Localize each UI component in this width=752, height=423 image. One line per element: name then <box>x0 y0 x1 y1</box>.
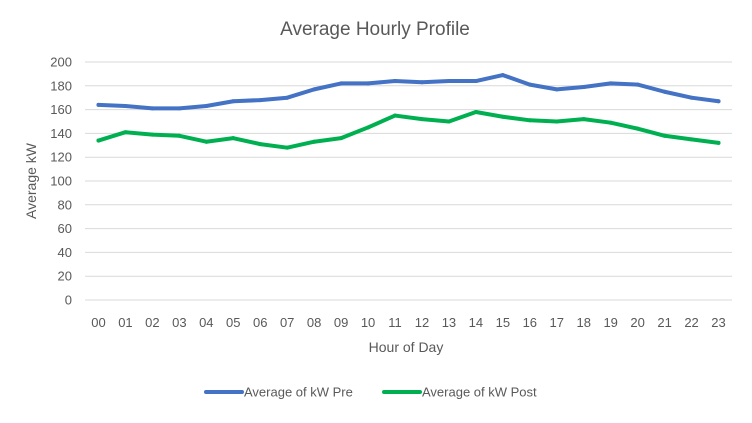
x-tick-label: 01 <box>118 315 132 330</box>
data-point <box>123 130 128 135</box>
data-point <box>285 145 290 150</box>
x-tick-label: 02 <box>145 315 159 330</box>
data-point <box>635 126 640 131</box>
data-point <box>581 117 586 122</box>
data-point <box>366 125 371 130</box>
data-point <box>716 140 721 145</box>
x-tick-label: 21 <box>657 315 671 330</box>
data-point <box>527 118 532 123</box>
chart-title: Average Hourly Profile <box>280 19 470 40</box>
legend-label: Average of kW Pre <box>244 385 353 400</box>
y-axis-ticks: 0 20 40 60 80 100 120 140 160 180 200 <box>50 55 72 308</box>
x-tick-label: 19 <box>603 315 617 330</box>
data-point <box>339 81 344 86</box>
data-point <box>393 113 398 118</box>
x-tick-label: 12 <box>415 315 429 330</box>
data-point <box>150 106 155 111</box>
data-point <box>393 79 398 84</box>
data-point <box>473 109 478 114</box>
x-tick-label: 22 <box>684 315 698 330</box>
x-tick-label: 08 <box>307 315 321 330</box>
data-point <box>339 136 344 141</box>
x-tick-label: 05 <box>226 315 240 330</box>
x-tick-label: 20 <box>630 315 644 330</box>
data-point <box>312 87 317 92</box>
data-point <box>473 79 478 84</box>
data-point <box>716 99 721 104</box>
x-tick-label: 15 <box>496 315 510 330</box>
y-tick-label: 120 <box>50 150 72 165</box>
data-point <box>177 133 182 138</box>
data-point <box>366 81 371 86</box>
y-tick-label: 0 <box>65 293 72 308</box>
y-tick-label: 160 <box>50 102 72 117</box>
data-point <box>608 81 613 86</box>
data-point <box>312 139 317 144</box>
data-point <box>446 119 451 124</box>
data-point <box>689 137 694 142</box>
data-point <box>419 80 424 85</box>
y-tick-label: 40 <box>58 245 72 260</box>
y-axis-label: Average kW <box>23 142 39 219</box>
y-tick-label: 180 <box>50 78 72 93</box>
gridlines <box>85 61 732 301</box>
data-point <box>285 95 290 100</box>
data-point <box>419 117 424 122</box>
x-axis-ticks: 00 01 02 03 04 05 06 07 08 09 10 11 12 13 14 15 16 17 18 19… <box>91 315 726 330</box>
data-point <box>527 82 532 87</box>
series-lines <box>96 73 721 150</box>
data-point <box>608 120 613 125</box>
x-axis-label: Hour of Day <box>369 339 444 355</box>
x-tick-label: 10 <box>361 315 375 330</box>
data-point <box>204 139 209 144</box>
x-tick-label: 07 <box>280 315 294 330</box>
data-point <box>500 114 505 119</box>
data-point <box>554 119 559 124</box>
data-point <box>662 133 667 138</box>
data-point <box>554 87 559 92</box>
data-point <box>96 138 101 143</box>
y-tick-label: 140 <box>50 126 72 141</box>
series-line-post <box>96 109 721 150</box>
series-line-pre <box>96 73 721 111</box>
x-tick-label: 03 <box>172 315 186 330</box>
data-point <box>635 82 640 87</box>
y-tick-label: 200 <box>50 55 72 70</box>
x-tick-label: 17 <box>550 315 564 330</box>
data-point <box>150 132 155 137</box>
data-point <box>231 136 236 141</box>
x-tick-label: 23 <box>711 315 725 330</box>
x-tick-label: 13 <box>442 315 456 330</box>
data-point <box>500 73 505 78</box>
x-tick-label: 04 <box>199 315 213 330</box>
data-point <box>662 89 667 94</box>
x-tick-label: 16 <box>523 315 537 330</box>
legend: Average of kW Pre Average of kW Post <box>204 385 537 400</box>
data-point <box>446 79 451 84</box>
data-point <box>123 104 128 109</box>
legend-label: Average of kW Post <box>422 385 537 400</box>
legend-item: Average of kW Post <box>382 385 537 400</box>
y-tick-label: 80 <box>58 197 72 212</box>
x-tick-label: 06 <box>253 315 267 330</box>
data-point <box>231 99 236 104</box>
data-point <box>258 98 263 103</box>
data-point <box>258 142 263 147</box>
data-point <box>689 95 694 100</box>
y-tick-label: 100 <box>50 174 72 189</box>
x-tick-label: 09 <box>334 315 348 330</box>
data-point <box>581 84 586 89</box>
x-tick-label: 18 <box>576 315 590 330</box>
x-tick-label: 14 <box>469 315 483 330</box>
data-point <box>204 104 209 109</box>
data-point <box>96 102 101 107</box>
x-tick-label: 00 <box>91 315 105 330</box>
y-tick-label: 60 <box>58 221 72 236</box>
legend-item: Average of kW Pre <box>204 385 353 400</box>
x-tick-label: 11 <box>388 315 402 330</box>
y-tick-label: 20 <box>58 269 72 284</box>
data-point <box>177 106 182 111</box>
